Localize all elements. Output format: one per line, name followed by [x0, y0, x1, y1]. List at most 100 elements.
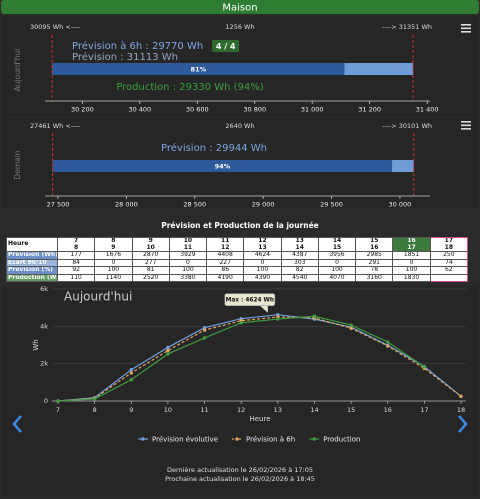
table-title: Prévision et Production de la journée — [161, 221, 319, 230]
y-tick-label: 0 — [44, 397, 48, 405]
table-row: Production (Wh)1101140252033804190439045… — [6, 273, 469, 282]
next-arrow[interactable] — [458, 415, 468, 433]
data-point — [129, 378, 133, 382]
bar-fill — [52, 63, 345, 75]
table-row: Prévision (%) 92 100 81 100 86 100 82 100 78 100 62 — [6, 266, 469, 275]
x-tick-label: 10 — [164, 406, 172, 414]
forecast-line: Prévision : 31113 Wh — [72, 51, 178, 63]
hour-label: 16 — [407, 237, 416, 244]
table-cell: 2870 — [131, 251, 170, 260]
x-tick-label: 28 500 — [183, 201, 206, 209]
data-point — [202, 328, 207, 332]
x-axis-label: Heure — [249, 415, 270, 423]
data-point — [129, 368, 133, 372]
row-label: Prévision (Wh) — [6, 251, 58, 260]
table-cell: 291 — [355, 258, 394, 267]
table-cell: 92 — [56, 266, 96, 275]
x-tick-label: 13 — [274, 406, 282, 414]
table-container: Heure 7 8 8 9 9 10 10 11 11 12 12 13 13 14 14 15 15 16 16 17… — [6, 237, 469, 282]
table-cell: 3956 — [317, 251, 357, 260]
data-point — [56, 399, 60, 403]
column-header: 9 10 — [131, 237, 170, 252]
hour-label: 18 — [444, 243, 453, 251]
range-span-label: 1256 Wh — [225, 23, 254, 31]
hour-label: 14 — [332, 237, 342, 244]
data-point — [129, 371, 133, 375]
hour-label: 9 — [148, 237, 153, 244]
menu-icon[interactable] — [461, 121, 471, 130]
production-line: Production : 29330 Wh (94%) — [116, 82, 263, 93]
table-cell: 0 — [317, 258, 357, 267]
table-row: Prévision (Wh) 177 1676 2870 3929 4408 4624 438… — [6, 251, 469, 260]
side-label: Demain — [13, 150, 22, 179]
table-cell: 177 — [56, 251, 96, 260]
data-point — [202, 325, 207, 330]
table-cell: 4190 — [206, 273, 245, 282]
row-label: Production (Wh) — [6, 273, 58, 282]
x-tick-label: 14 — [310, 406, 318, 414]
data-point — [166, 345, 170, 350]
hour-label: 8 — [74, 243, 79, 251]
table-cell: 78 — [355, 266, 394, 275]
table-cell: 227 — [206, 258, 245, 267]
table-cell: 4070 — [317, 273, 357, 282]
header-cell: Heure — [6, 237, 58, 252]
y-tick-label: 2k — [40, 360, 48, 368]
table-cell: 1140 — [94, 273, 133, 282]
data-point — [166, 352, 170, 356]
y-axis-label: Wh — [32, 339, 40, 350]
hour-label: 9 — [111, 243, 116, 251]
x-tick-label: 28 000 — [115, 201, 138, 209]
table-cell: 1851 — [392, 251, 431, 260]
column-header: 14 15 — [317, 237, 357, 252]
badge — [212, 40, 240, 52]
range-min-label: 30095 Wh <---- — [30, 23, 81, 31]
data-point — [349, 323, 353, 327]
prev-arrow[interactable] — [12, 415, 22, 433]
range-min-label: 27461 Wh <---- — [30, 122, 81, 130]
hour-label: 10 — [183, 237, 193, 244]
table-cell: 82 — [280, 266, 319, 275]
table-cell — [429, 273, 469, 282]
hour-label: 12 — [258, 237, 267, 244]
x-tick-label: 30 000 — [389, 201, 412, 209]
hour-label: 17 — [407, 243, 416, 251]
x-tick-label: 8 — [93, 406, 97, 414]
table-cell: 250 — [429, 251, 469, 260]
table-cell: 110 — [56, 273, 96, 282]
table-cell: 1676 — [94, 251, 133, 260]
x-tick-label: 12 — [237, 406, 245, 414]
table-cell: 0 — [168, 258, 208, 267]
data-point — [386, 344, 390, 348]
column-header: 10 11 — [168, 237, 208, 252]
row-label: Ecart 90/10 — [6, 258, 58, 267]
table-cell: 4540 — [280, 273, 319, 282]
x-tick-label: 30 800 — [243, 106, 266, 114]
x-tick-label: 31 200 — [358, 106, 381, 114]
data-point — [239, 321, 243, 325]
annotation-text: Max : 4624 Wh — [226, 298, 274, 304]
table-cell: 100 — [392, 266, 431, 275]
table-cell: 100 — [168, 266, 208, 275]
x-tick-label: 17 — [420, 406, 428, 414]
row-label: Prévision (%) — [6, 266, 58, 275]
data-point — [349, 326, 353, 330]
x-tick-label: 27 500 — [47, 201, 70, 209]
bar-label: 81% — [191, 66, 207, 74]
x-tick-label: 29 000 — [252, 201, 275, 209]
data-point — [386, 340, 390, 344]
hour-label: 16 — [370, 243, 379, 251]
table-cell: 0 — [392, 258, 431, 267]
legend-label: Prévision à 6h — [246, 436, 295, 444]
table-row: Ecart 90/10 84 0 277 0 227 0 303 0 291 0 74 — [6, 258, 469, 267]
x-tick-label: 31 000 — [301, 106, 324, 114]
forecast-line: Prévision : 29944 Wh — [161, 142, 267, 154]
table-cell: 0 — [94, 258, 133, 267]
table-cell: 84 — [56, 258, 96, 267]
menu-icon[interactable] — [461, 24, 471, 33]
annotation-box — [224, 293, 276, 306]
footer-line: Dernière actualisation le 26/02/2026 à 1… — [167, 466, 313, 474]
